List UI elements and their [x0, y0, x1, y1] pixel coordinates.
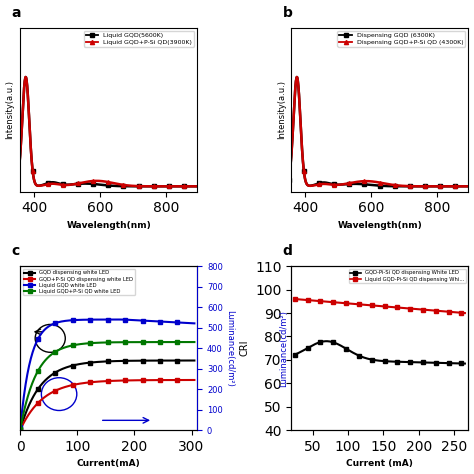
Y-axis label: Intensity(a.u.): Intensity(a.u.) [277, 80, 286, 139]
Legend: GQD dispensing white LED, GQD+P-Si QD dispensing white LED, Liquid GQD white LED: GQD dispensing white LED, GQD+P-Si QD di… [23, 269, 135, 295]
Legend: GQD-Pi-Si QD dispensing White LED, Liquid GQD-Pi-Si QD dispensing Whi...: GQD-Pi-Si QD dispensing White LED, Liqui… [348, 269, 466, 283]
Y-axis label: CRI: CRI [239, 340, 249, 356]
Y-axis label: Luminance(cd/m²): Luminance(cd/m²) [225, 310, 234, 387]
Text: c: c [11, 244, 19, 258]
X-axis label: Current(mA): Current(mA) [77, 459, 141, 468]
X-axis label: Wavelength(nm): Wavelength(nm) [337, 221, 422, 230]
Text: a: a [11, 6, 21, 19]
Y-axis label: Intensity(a.u.): Intensity(a.u.) [6, 80, 15, 139]
X-axis label: Current (mA): Current (mA) [346, 459, 413, 468]
X-axis label: Wavelength(nm): Wavelength(nm) [66, 221, 151, 230]
Legend: Dispensing GQD (6300K), Dispensing GQD+P-Si QD (4300K): Dispensing GQD (6300K), Dispensing GQD+P… [337, 31, 465, 47]
Legend: Liquid GQD(5600K), Liquid GQD+P-Si QD(3900K): Liquid GQD(5600K), Liquid GQD+P-Si QD(39… [84, 31, 194, 47]
Text: b: b [283, 6, 292, 19]
Y-axis label: Luminance(cd/m²): Luminance(cd/m²) [280, 310, 289, 387]
Text: d: d [283, 244, 292, 258]
